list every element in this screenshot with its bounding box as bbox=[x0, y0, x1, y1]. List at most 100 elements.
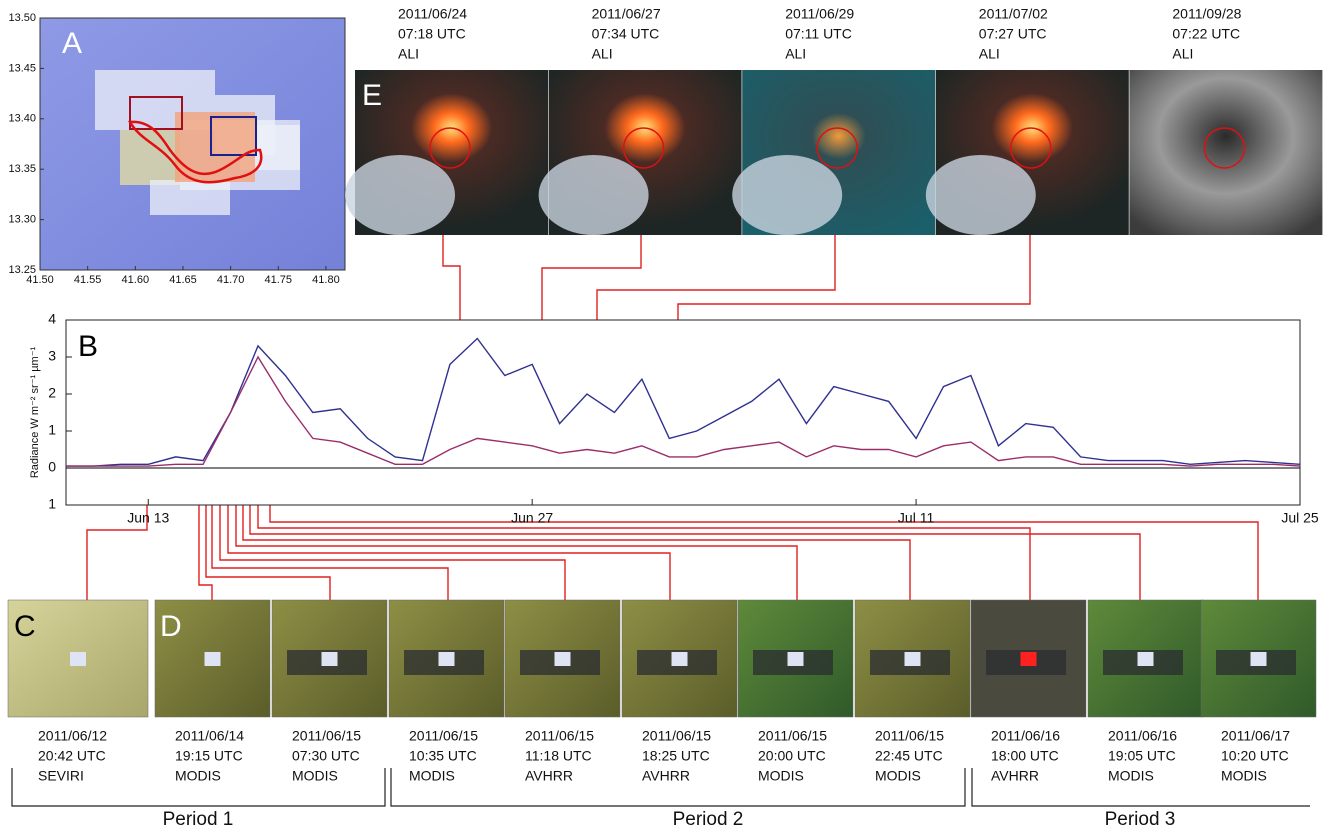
image-caption: MODIS bbox=[292, 768, 338, 784]
hotspot bbox=[322, 652, 338, 666]
y-tick-label: 13.35 bbox=[8, 163, 36, 175]
period-label: Period 3 bbox=[1105, 809, 1176, 830]
ash-plume bbox=[345, 155, 455, 235]
image-caption: SEVIRI bbox=[38, 768, 84, 784]
period-label: Period 2 bbox=[673, 809, 744, 830]
image-caption: 10:20 UTC bbox=[1221, 748, 1289, 764]
connector bbox=[443, 235, 460, 320]
image-caption: 2011/06/15 bbox=[525, 728, 594, 744]
image-caption: 19:05 UTC bbox=[1108, 748, 1176, 764]
image-caption: 07:18 UTC bbox=[398, 26, 466, 42]
hotspot bbox=[1138, 652, 1154, 666]
image-caption: 07:22 UTC bbox=[1172, 26, 1240, 42]
panel-label: E bbox=[362, 79, 382, 112]
x-tick-label: Jul 11 bbox=[898, 510, 935, 526]
x-tick-label: 41.55 bbox=[74, 274, 102, 286]
y-tick-label: 2 bbox=[48, 385, 56, 401]
y-tick-label: 3 bbox=[48, 348, 56, 364]
image-caption: AVHRR bbox=[991, 768, 1039, 784]
image-caption: 2011/06/15 bbox=[409, 728, 478, 744]
x-tick-label: 41.70 bbox=[217, 274, 245, 286]
image-caption: 2011/06/24 bbox=[398, 6, 467, 22]
image-caption: 2011/06/17 bbox=[1221, 728, 1290, 744]
ash-plume bbox=[926, 155, 1036, 235]
image-caption: 2011/06/16 bbox=[991, 728, 1060, 744]
image-caption: AVHRR bbox=[525, 768, 573, 784]
y-tick-label: 1 bbox=[48, 422, 56, 438]
image-caption: 22:45 UTC bbox=[875, 748, 943, 764]
y-tick-label: 0 bbox=[48, 459, 56, 475]
hotspot bbox=[905, 652, 921, 666]
image-caption: 07:27 UTC bbox=[979, 26, 1047, 42]
image-caption: MODIS bbox=[1108, 768, 1154, 784]
ash-plume bbox=[732, 155, 842, 235]
x-tick-label: 41.65 bbox=[169, 274, 197, 286]
x-tick-label: 41.80 bbox=[312, 274, 340, 286]
figure: 41.5041.5541.6041.6541.7041.7541.8013.25… bbox=[0, 0, 1333, 832]
panel-label: C bbox=[14, 610, 36, 643]
period-label: Period 1 bbox=[163, 809, 234, 830]
image-caption: AVHRR bbox=[642, 768, 690, 784]
image-caption: MODIS bbox=[409, 768, 455, 784]
image-caption: 2011/06/16 bbox=[1108, 728, 1177, 744]
image-caption: 2011/06/12 bbox=[38, 728, 107, 744]
image-caption: 2011/06/27 bbox=[592, 6, 661, 22]
image-caption: 19:15 UTC bbox=[175, 748, 243, 764]
image-caption: 18:25 UTC bbox=[642, 748, 710, 764]
hotspot bbox=[1251, 652, 1267, 666]
hotspot bbox=[788, 652, 804, 666]
image bbox=[1129, 70, 1322, 235]
image-caption: 07:30 UTC bbox=[292, 748, 360, 764]
image-caption: 10:35 UTC bbox=[409, 748, 477, 764]
image-caption: MODIS bbox=[1221, 768, 1267, 784]
image-footprint bbox=[95, 70, 155, 130]
hotspot bbox=[439, 652, 455, 666]
image-caption: 2011/06/15 bbox=[875, 728, 944, 744]
image-caption: 07:11 UTC bbox=[785, 26, 852, 42]
image-caption: 20:00 UTC bbox=[758, 748, 826, 764]
image-caption: 2011/06/15 bbox=[758, 728, 827, 744]
image-caption: 2011/06/29 bbox=[785, 6, 854, 22]
x-tick-label: Jul 25 bbox=[1281, 510, 1319, 526]
image-caption: MODIS bbox=[175, 768, 221, 784]
y-tick-label: 13.45 bbox=[8, 62, 36, 74]
image-caption: 2011/06/14 bbox=[175, 728, 244, 744]
y-tick-label: 13.30 bbox=[8, 214, 36, 226]
panel-label: A bbox=[62, 27, 82, 60]
image-caption: MODIS bbox=[875, 768, 921, 784]
connector bbox=[678, 235, 1030, 320]
y-tick-label: 4 bbox=[48, 311, 56, 327]
hotspot bbox=[672, 652, 688, 666]
hotspot bbox=[70, 652, 86, 666]
connector bbox=[597, 235, 835, 320]
x-tick-label: 41.75 bbox=[265, 274, 293, 286]
image-caption: 2011/06/15 bbox=[292, 728, 361, 744]
image-caption: ALI bbox=[1172, 46, 1193, 62]
x-tick-label: Jun 27 bbox=[511, 510, 553, 526]
image-footprint bbox=[120, 130, 180, 185]
image-caption: 2011/07/02 bbox=[979, 6, 1048, 22]
hotspot bbox=[205, 652, 221, 666]
y-tick-label: 13.40 bbox=[8, 113, 36, 125]
image-caption: ALI bbox=[398, 46, 419, 62]
panel-label: B bbox=[78, 330, 98, 363]
y-tick-label: 13.50 bbox=[8, 12, 36, 24]
x-tick-label: 41.60 bbox=[122, 274, 150, 286]
panel-label: D bbox=[160, 610, 182, 643]
image-caption: 11:18 UTC bbox=[525, 748, 592, 764]
image-caption: 20:42 UTC bbox=[38, 748, 106, 764]
y-tick-label: 1 bbox=[48, 496, 56, 512]
connector bbox=[228, 505, 670, 600]
image-caption: 2011/09/28 bbox=[1172, 6, 1241, 22]
plot-frame bbox=[66, 320, 1300, 505]
hotspot bbox=[1021, 652, 1037, 666]
y-tick-label: 13.25 bbox=[8, 264, 36, 276]
image-footprint bbox=[150, 180, 230, 215]
x-tick-label: Jun 13 bbox=[127, 510, 169, 526]
ash-plume bbox=[539, 155, 649, 235]
image-caption: 2011/06/15 bbox=[642, 728, 711, 744]
image-caption: ALI bbox=[785, 46, 806, 62]
image-caption: 07:34 UTC bbox=[592, 26, 660, 42]
image-caption: MODIS bbox=[758, 768, 804, 784]
connector bbox=[542, 235, 641, 320]
